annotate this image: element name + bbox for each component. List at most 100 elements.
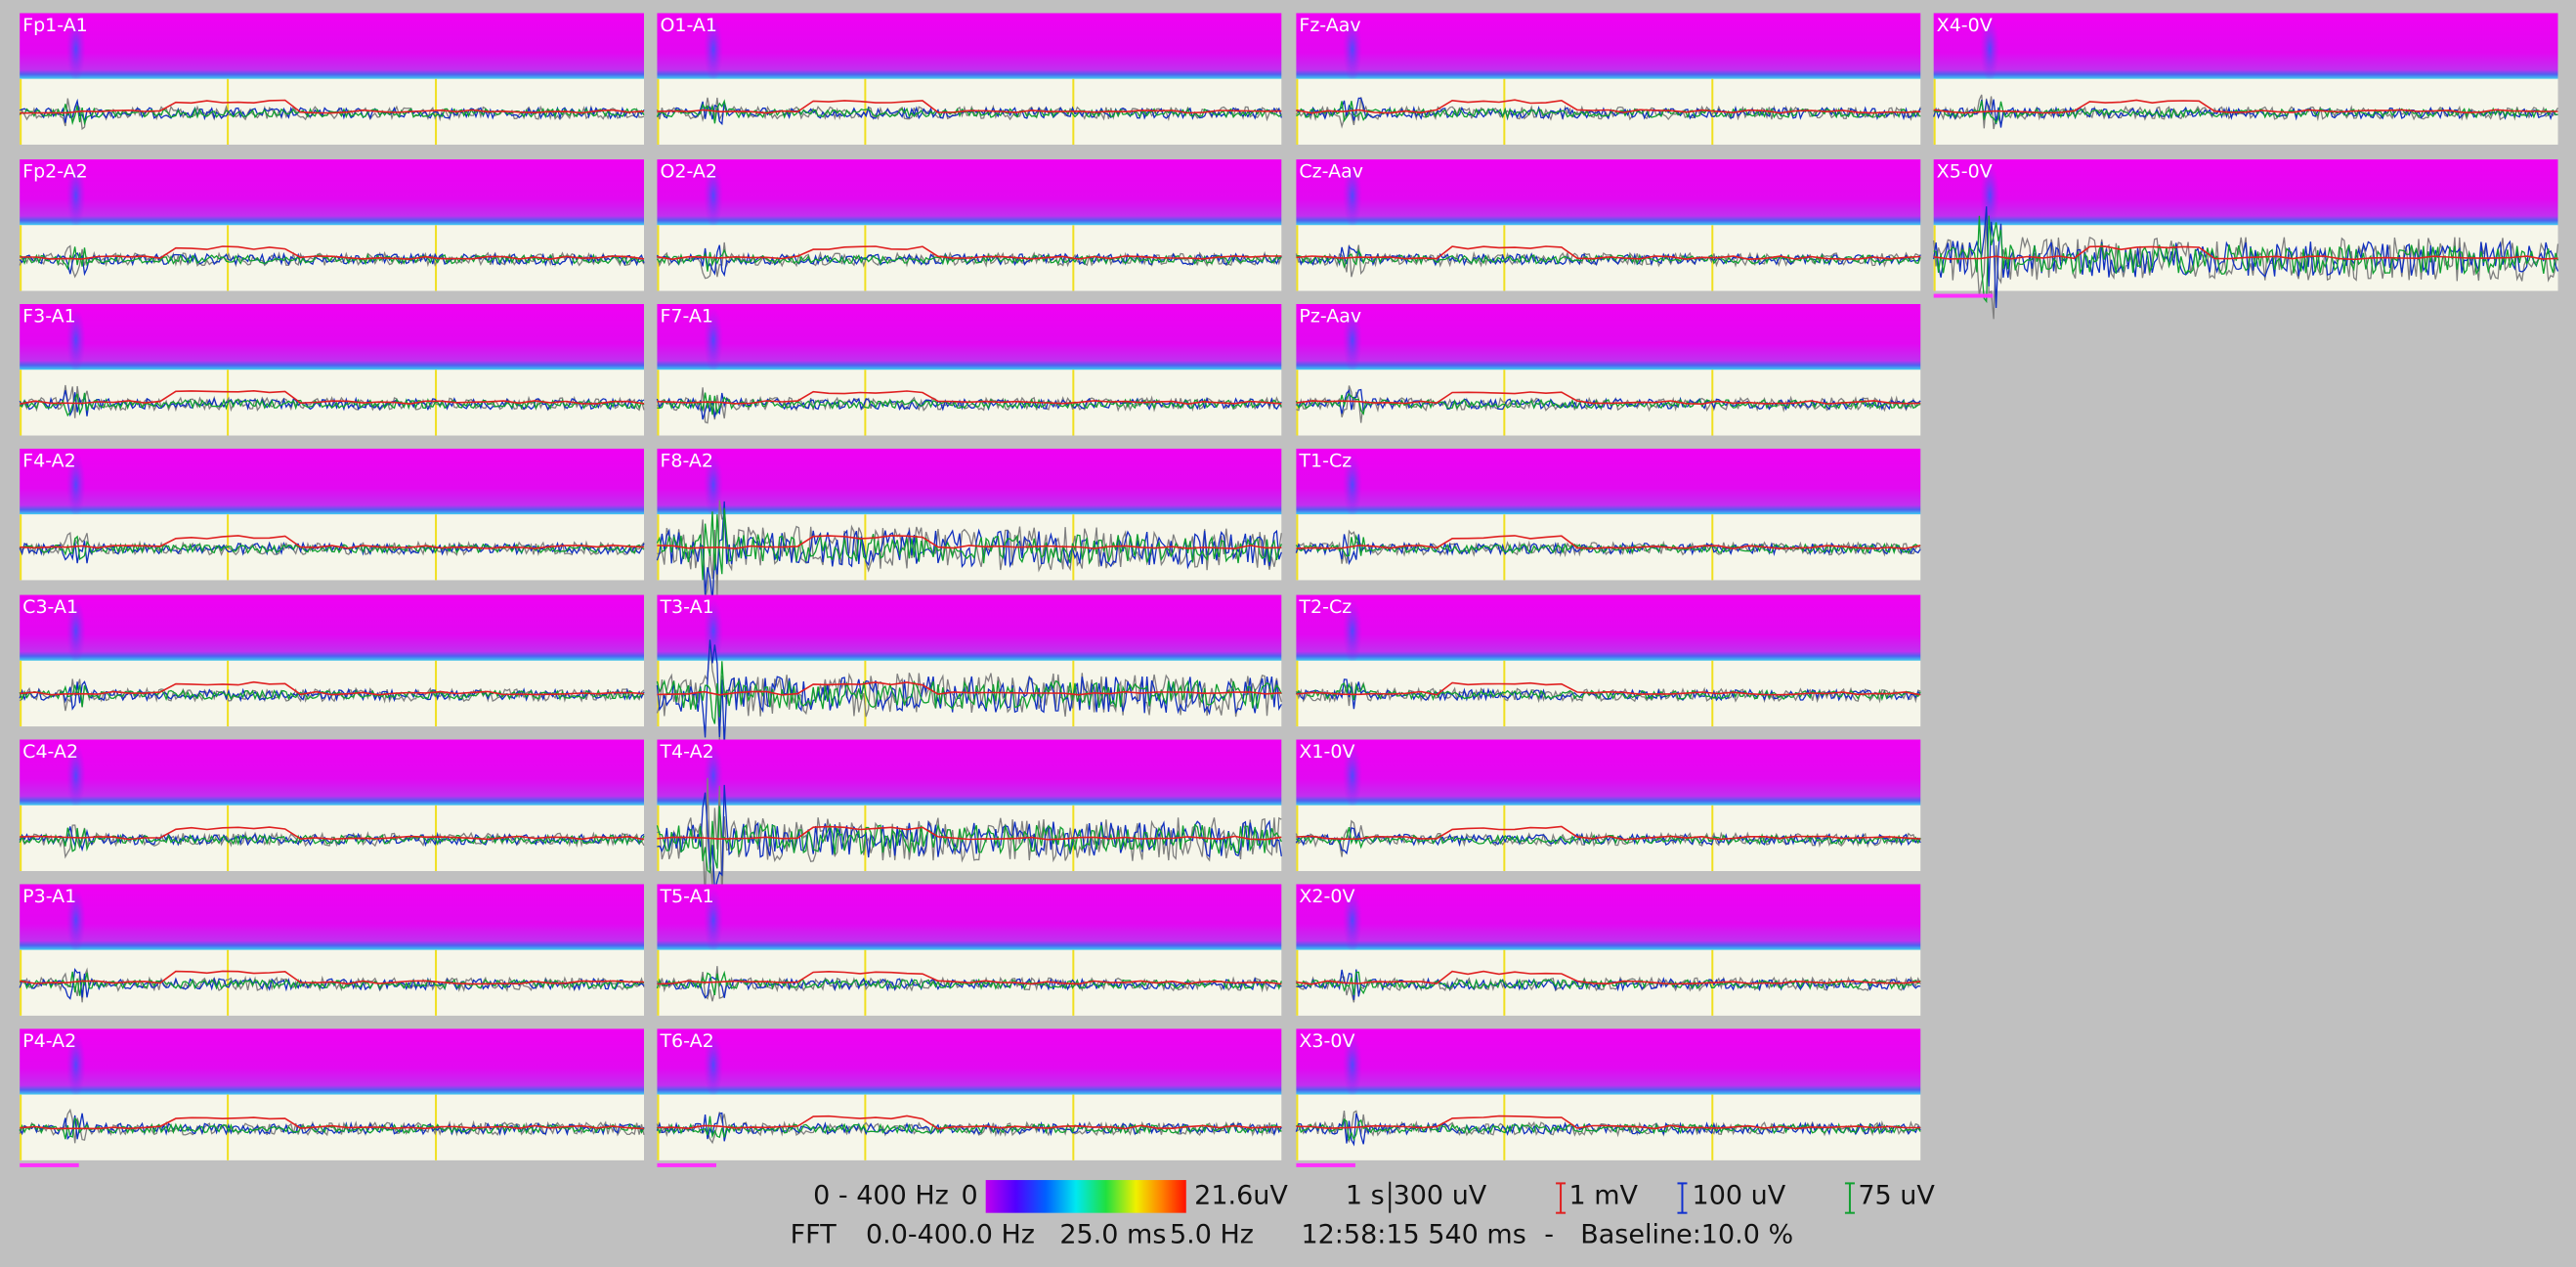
- channel-panel: O2-A2: [656, 159, 1282, 291]
- eeg-trace: [1296, 245, 1921, 267]
- channel-label: T6-A2: [659, 1030, 713, 1052]
- time-bar: [1296, 1162, 1355, 1167]
- eeg-trace: [1296, 101, 1921, 123]
- channel-panel: P4-A2: [19, 1028, 645, 1167]
- channel-label: Fz-Aav: [1299, 15, 1360, 36]
- blue-scale: 100 uV: [1693, 1180, 1786, 1210]
- channel-label: X5-0V: [1937, 161, 1993, 183]
- eeg-trace: [656, 99, 1282, 124]
- spectrogram: [1296, 739, 1921, 806]
- channel-panel: T6-A2: [656, 1028, 1282, 1167]
- eeg-trace: [656, 1112, 1282, 1145]
- eeg-trace: [19, 1108, 645, 1144]
- eeg-trace: [656, 1115, 1282, 1139]
- red-scale: 1 mV: [1568, 1180, 1638, 1210]
- channel-panel: Fp2-A2: [19, 159, 645, 291]
- channel-label: T2-Cz: [1298, 596, 1352, 618]
- channel-label: T5-A1: [659, 886, 713, 907]
- reference-trace: [1296, 825, 1921, 841]
- fft-window: 25.0 ms: [1059, 1220, 1166, 1250]
- channel-panel: Fz-Aav: [1295, 13, 1921, 145]
- spectrogram-burst: [703, 307, 723, 373]
- spectrogram-burst: [65, 597, 86, 665]
- channel-panel: P3-A1: [19, 884, 645, 1016]
- reference-trace: [657, 681, 1282, 696]
- spectrogram-burst: [65, 887, 86, 954]
- reference-trace: [1933, 245, 2558, 261]
- channel-panel: C4-A2: [19, 739, 645, 871]
- channel-label: T3-A1: [659, 596, 713, 618]
- spectrogram-burst: [65, 452, 86, 518]
- channel-label: Cz-Aav: [1299, 161, 1363, 183]
- spectrogram: [1296, 304, 1921, 371]
- reference-trace: [1296, 970, 1921, 985]
- spectrogram: [1296, 1028, 1921, 1095]
- reference-trace: [1296, 99, 1921, 114]
- channel-label: Pz-Aav: [1299, 306, 1361, 328]
- eeg-trace: [1933, 215, 2559, 320]
- separator: -: [1544, 1220, 1554, 1250]
- channel-label: Fp1-A1: [22, 15, 88, 36]
- channel-label: C4-A2: [22, 741, 78, 763]
- channel-panel: X4-0V: [1933, 13, 2559, 145]
- channel-label: X2-0V: [1299, 886, 1354, 907]
- spectrogram: [20, 884, 645, 950]
- channel-label: X4-0V: [1937, 15, 1993, 36]
- reference-trace: [20, 1116, 645, 1130]
- spectrogram-burst: [1342, 597, 1362, 665]
- spectrogram: [1933, 13, 2558, 79]
- channel-label: X3-0V: [1299, 1030, 1354, 1052]
- spectrogram: [657, 594, 1282, 661]
- eeg-trace: [19, 971, 645, 996]
- eeg-trace: [19, 827, 645, 852]
- time-bar: [20, 1162, 79, 1167]
- channel-panel: Pz-Aav: [1295, 304, 1921, 436]
- spectrogram: [20, 159, 645, 226]
- channel-panel: Fp1-A1: [19, 13, 645, 145]
- reference-trace: [20, 826, 645, 841]
- reference-trace: [657, 390, 1282, 406]
- channel-label: T4-A2: [659, 741, 713, 763]
- reference-trace: [1933, 99, 2558, 114]
- channel-label: P4-A2: [22, 1030, 76, 1052]
- eeg-trace: [1295, 975, 1921, 1003]
- spectrogram: [657, 1028, 1282, 1095]
- channel-panel: T5-A1: [656, 884, 1282, 1016]
- spectrogram-burst: [703, 162, 723, 229]
- spectrogram-burst: [65, 16, 86, 83]
- channel-panel: X5-0V: [1933, 159, 2559, 320]
- eeg-trace: [657, 976, 1282, 999]
- reference-trace: [657, 535, 1282, 549]
- spectrogram-burst: [65, 162, 86, 229]
- spectrogram: [657, 159, 1282, 226]
- reference-trace: [657, 245, 1282, 261]
- spectrogram-burst: [1342, 162, 1362, 229]
- eeg-trace: [656, 806, 1282, 874]
- fft-range: 0.0-400.0 Hz: [866, 1220, 1035, 1250]
- spectrogram-burst: [703, 16, 723, 83]
- time-bar: [657, 1162, 716, 1167]
- channel-panel: Cz-Aav: [1295, 159, 1921, 291]
- spectrogram: [657, 884, 1282, 950]
- colorbar-max: 21.6uV: [1194, 1180, 1288, 1210]
- amplitude-scale: 300 uV: [1394, 1180, 1487, 1210]
- channel-panel: T3-A1: [656, 594, 1282, 747]
- spectrogram-burst: [1980, 16, 2000, 83]
- channel-panel: F7-A1: [656, 304, 1282, 436]
- eeg-trace: [657, 784, 1282, 893]
- spectrogram: [1296, 448, 1921, 515]
- spectrogram-burst: [65, 1031, 86, 1098]
- eeg-trace: [1295, 1113, 1921, 1147]
- reference-trace: [20, 99, 645, 114]
- timestamp: 12:58:15 540 ms: [1301, 1220, 1525, 1250]
- reference-trace: [1296, 1114, 1921, 1130]
- reference-trace: [1296, 391, 1921, 406]
- spectrogram-burst: [65, 307, 86, 373]
- reference-trace: [1296, 245, 1921, 261]
- green-scale: 75 uV: [1858, 1180, 1935, 1210]
- eeg-trace: [1296, 248, 1921, 269]
- eeg-trace: [656, 640, 1282, 741]
- channel-panel: T4-A2: [656, 739, 1282, 903]
- spectrogram: [20, 13, 645, 79]
- eeg-trace: [19, 535, 645, 561]
